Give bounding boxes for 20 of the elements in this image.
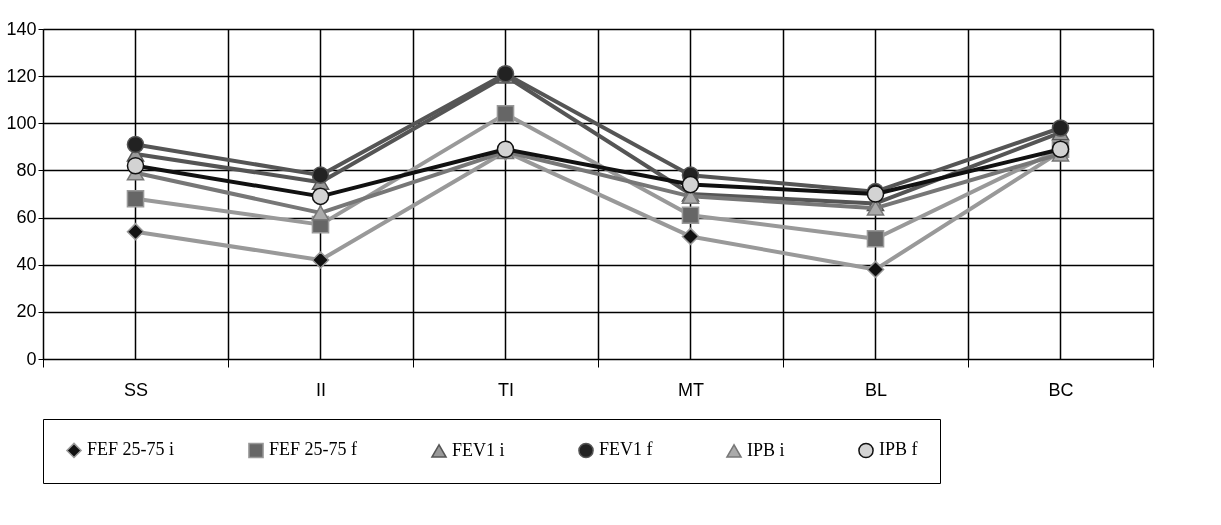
legend-label: FEF 25-75 f [269,439,358,460]
x-tick-label: TI [498,379,514,400]
x-tick-label: BL [864,379,888,400]
legend-label: IPB i [747,439,785,460]
x-tick-label: MT [678,379,704,400]
legend-label: FEV1 f [599,439,653,460]
x-tick-label: SS [123,379,149,400]
y-tick-label: 140 [6,18,37,39]
x-tick-label: BC [1048,379,1074,400]
y-tick-label: 120 [6,65,37,86]
y-tick-label: 20 [16,301,37,322]
x-tick-label: II [315,379,327,400]
legend-label: FEV1 i [452,439,505,460]
y-tick-label: 100 [6,112,37,133]
y-tick-label: 0 [26,348,37,369]
y-tick-label: 60 [16,207,37,228]
legend-label: IPB f [879,439,918,460]
y-tick-label: 80 [16,159,37,180]
y-tick-label: 40 [16,254,37,275]
legend-label: FEF 25-75 i [87,439,175,460]
